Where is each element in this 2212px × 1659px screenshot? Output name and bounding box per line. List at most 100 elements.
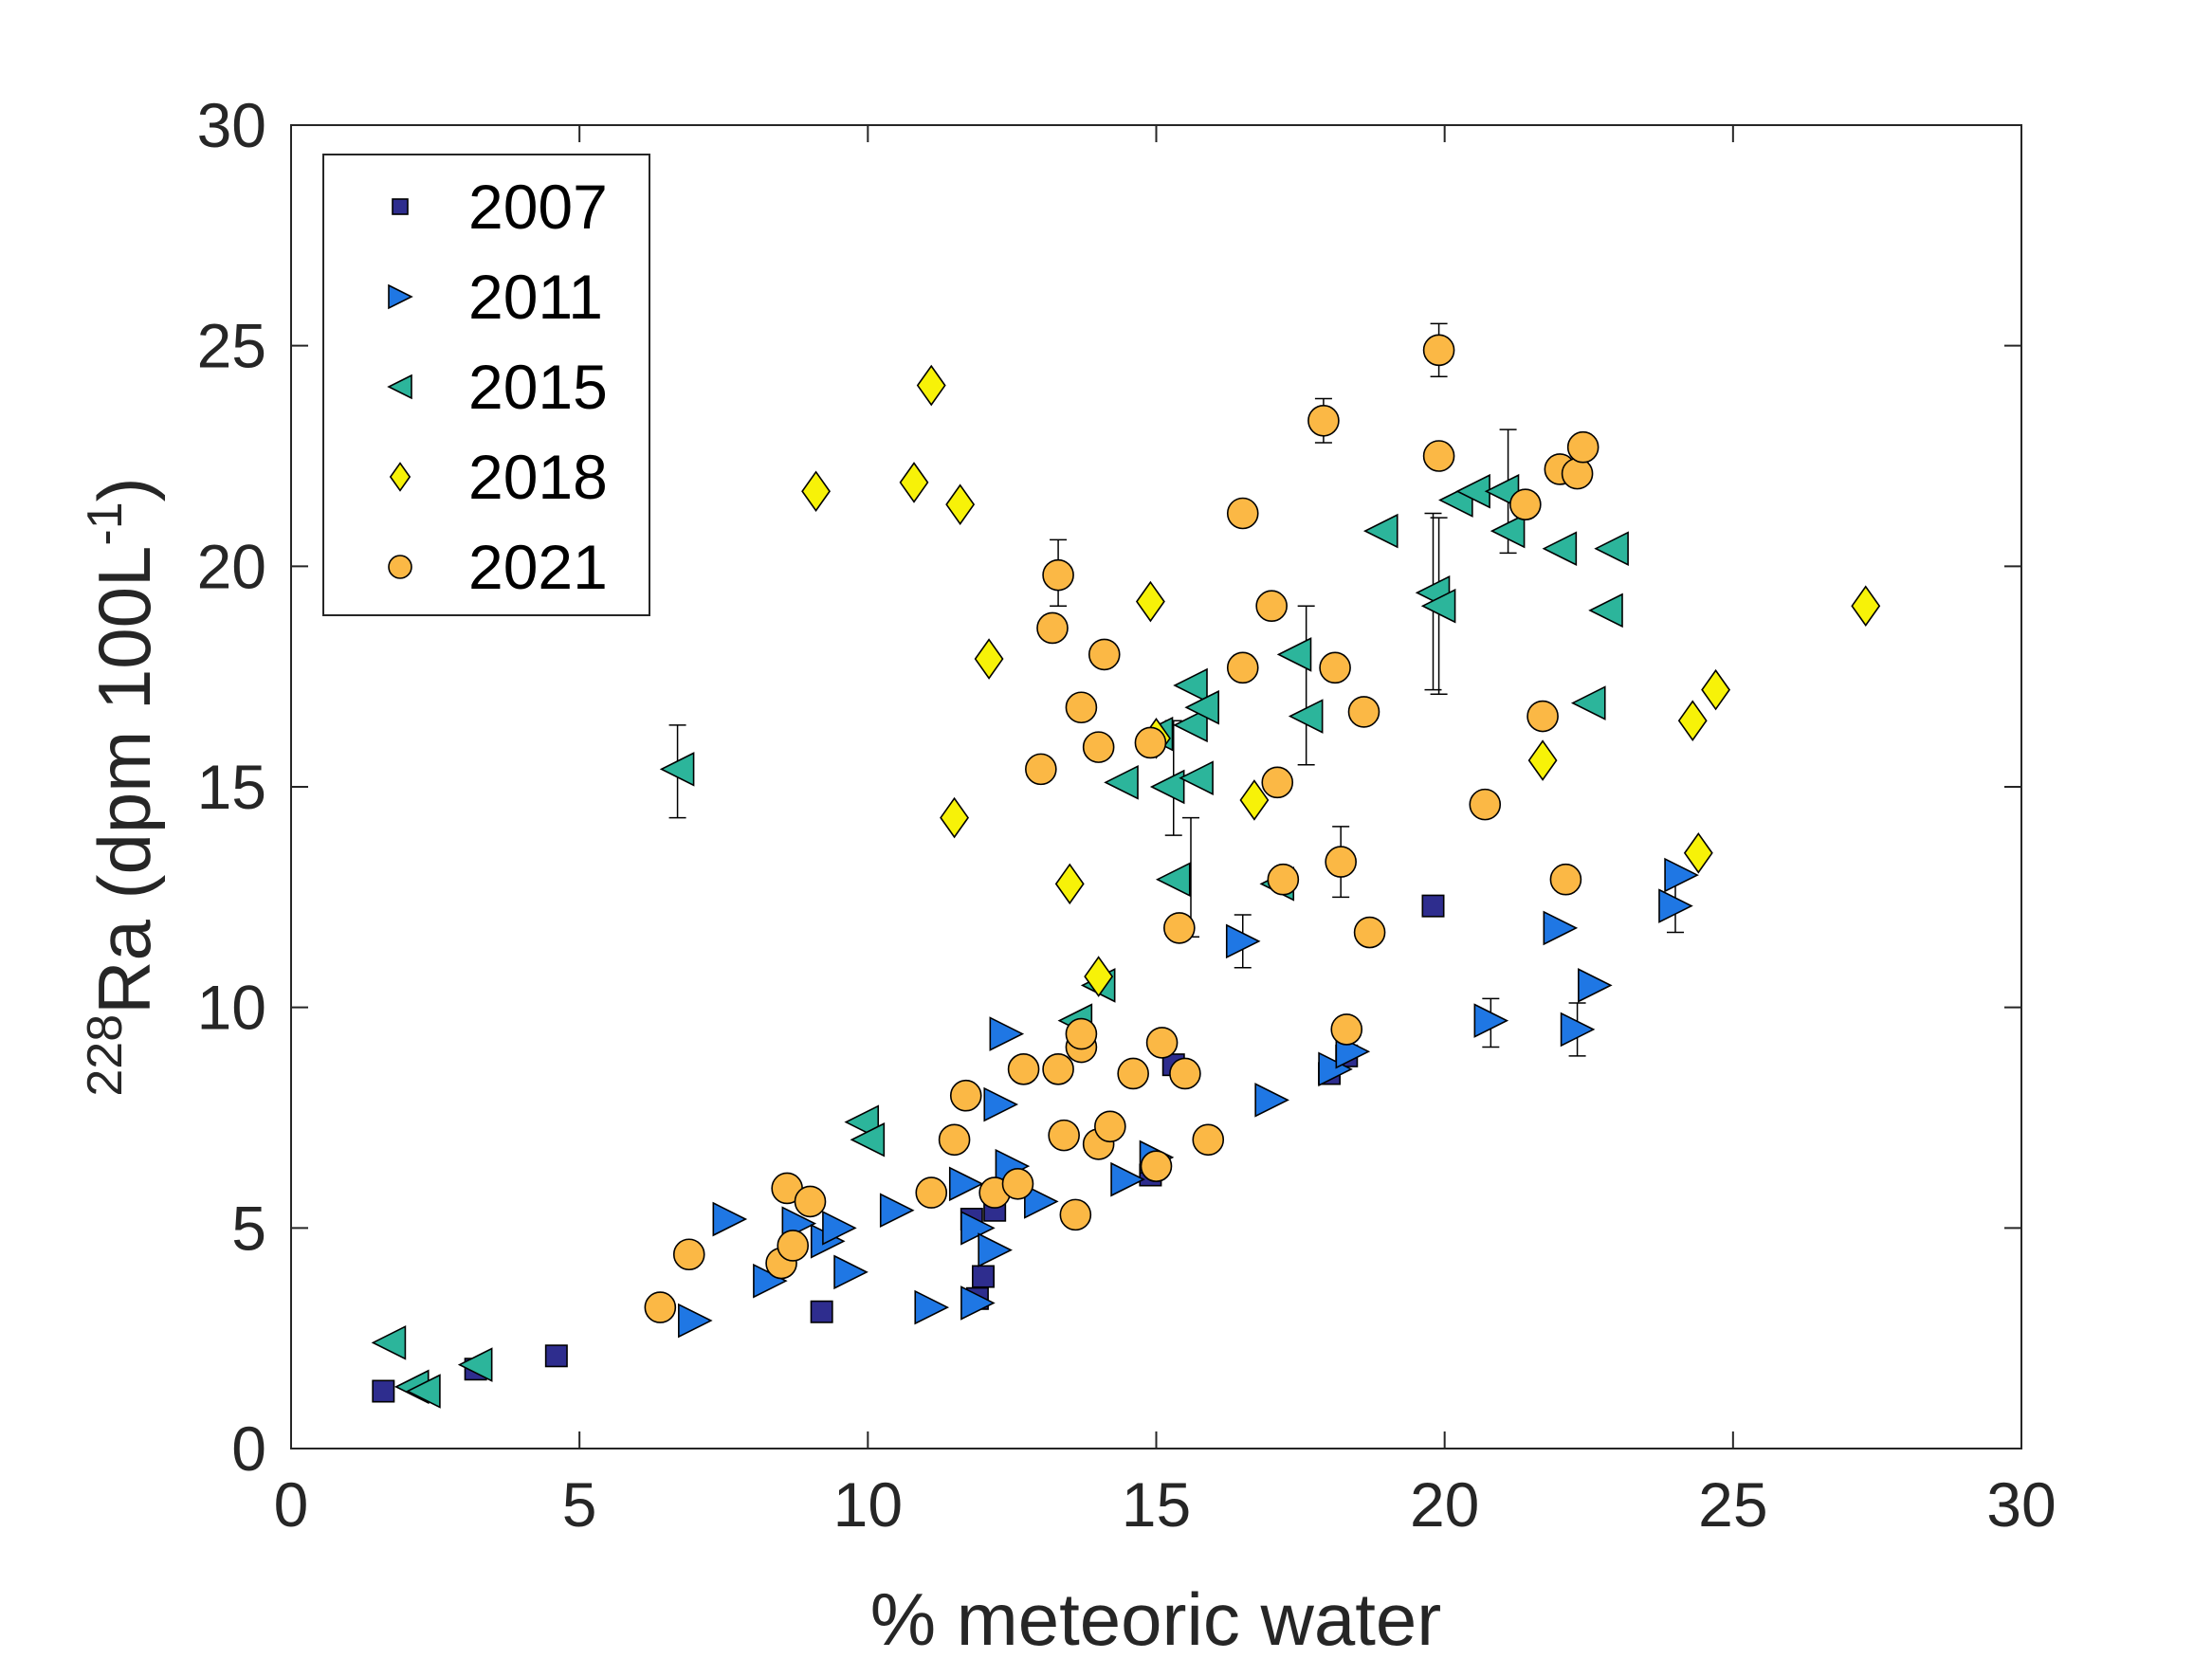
data-point-2021	[1094, 1110, 1126, 1143]
legend-entry-2011: 2011	[388, 262, 603, 332]
legend-marker-2018	[389, 462, 411, 492]
data-point-2021	[1526, 700, 1559, 733]
data-point-2011	[1254, 1083, 1289, 1118]
x-tick-label: 15	[1122, 1469, 1191, 1540]
data-point-2018	[1239, 779, 1270, 821]
data-point-2021	[1169, 1057, 1201, 1090]
data-point-2015	[1490, 513, 1526, 549]
legend: 2007 2011 2015 2018 2021	[322, 154, 650, 616]
data-point-2011	[833, 1254, 868, 1290]
data-point-2021	[1163, 912, 1196, 944]
x-tick-label: 10	[833, 1469, 903, 1540]
data-point-2021	[915, 1176, 948, 1209]
data-point-2011	[1664, 857, 1699, 893]
y-axis-label: 228Ra (dpm 100L-1)	[78, 477, 166, 1096]
data-point-2021	[1422, 334, 1455, 367]
data-point-2021	[1330, 1013, 1363, 1046]
data-point-2018	[1135, 580, 1165, 623]
data-point-2021	[949, 1079, 982, 1112]
data-point-2021	[1422, 440, 1455, 472]
data-point-2011	[989, 1016, 1025, 1051]
series-2007	[372, 894, 1445, 1403]
data-point-2018	[1527, 739, 1558, 781]
x-tick-label: 25	[1698, 1469, 1767, 1540]
data-point-2015	[1594, 531, 1629, 567]
data-point-2021	[1001, 1168, 1034, 1200]
data-point-2021	[1145, 1027, 1179, 1059]
error-bar	[1297, 605, 1315, 766]
data-point-2021	[1325, 846, 1357, 878]
y-axis-label-superscript-unit: -1	[78, 501, 133, 545]
data-point-2011	[822, 1211, 857, 1246]
data-point-2007	[810, 1300, 833, 1323]
data-point-2011	[879, 1193, 915, 1229]
data-point-2018	[1054, 863, 1085, 905]
data-point-2021	[1036, 611, 1069, 645]
data-point-2018	[1683, 832, 1713, 874]
axis-ticks: 0 5 10 15 20 25 30 0 5 10 15 20 25 30	[197, 90, 2057, 1540]
legend-label-2011: 2011	[468, 262, 603, 332]
data-layer	[371, 322, 1881, 1409]
data-point-2021	[1261, 766, 1294, 799]
data-point-2015	[371, 1325, 407, 1360]
data-point-2015	[1420, 588, 1456, 624]
data-point-2018	[899, 462, 929, 503]
data-point-2015	[457, 1347, 493, 1382]
data-point-2015	[1362, 513, 1398, 549]
y-tick-label: 25	[197, 311, 266, 381]
legend-marker-2007	[392, 198, 409, 215]
data-point-2011	[1110, 1161, 1145, 1197]
x-tick-label: 5	[562, 1469, 597, 1540]
data-point-2021	[1065, 1017, 1098, 1050]
data-point-2021	[1117, 1057, 1149, 1090]
data-point-2021	[794, 1185, 827, 1218]
x-tick-label: 20	[1410, 1469, 1479, 1540]
legend-label-2021: 2021	[468, 532, 608, 602]
data-point-2021	[644, 1291, 677, 1323]
y-tick-label: 30	[197, 90, 266, 160]
data-point-2021	[1226, 651, 1259, 684]
data-point-2021	[1042, 1053, 1074, 1085]
y-tick-label: 15	[197, 752, 266, 822]
data-point-2021	[1255, 590, 1288, 623]
data-point-2011	[1225, 923, 1261, 959]
y-axis-label-superscript: 228	[78, 1014, 133, 1097]
data-point-2011	[712, 1201, 748, 1237]
data-point-2021	[1192, 1123, 1225, 1157]
data-point-2007	[544, 1344, 568, 1368]
y-tick-label: 5	[231, 1193, 266, 1263]
x-axis-label: % meteoric water	[870, 1577, 1442, 1659]
data-point-2015	[1542, 531, 1578, 567]
data-point-2015	[1288, 699, 1324, 734]
legend-entry-2018: 2018	[389, 442, 608, 512]
data-point-2021	[1353, 916, 1386, 949]
legend-box	[322, 154, 650, 616]
data-point-2018	[940, 796, 970, 839]
legend-entry-2021: 2021	[388, 532, 608, 602]
data-point-2018	[1851, 585, 1881, 627]
legend-label-2015: 2015	[468, 352, 608, 422]
data-point-2011	[948, 1166, 984, 1202]
data-point-2011	[1578, 968, 1613, 1003]
legend-marker-2021	[388, 555, 412, 579]
legend-marker-2011	[388, 283, 413, 310]
data-point-2018	[1677, 700, 1708, 741]
data-point-2007	[372, 1379, 395, 1403]
data-point-2011	[960, 1211, 996, 1246]
data-point-2021	[1088, 638, 1121, 671]
y-tick-label: 20	[197, 531, 266, 601]
x-tick-label: 0	[274, 1469, 309, 1540]
data-point-2018	[945, 483, 976, 525]
data-point-2018	[1084, 956, 1114, 997]
data-point-2011	[983, 1086, 1019, 1122]
data-point-2021	[1025, 753, 1057, 786]
data-point-2011	[1658, 888, 1693, 923]
data-point-2015	[1588, 592, 1623, 629]
y-tick-label: 10	[197, 973, 266, 1043]
y-tick-label: 0	[231, 1413, 266, 1484]
data-point-2021	[1065, 691, 1098, 724]
data-point-2011	[914, 1289, 950, 1325]
data-point-2011	[678, 1303, 713, 1339]
legend-label-2018: 2018	[468, 442, 608, 512]
